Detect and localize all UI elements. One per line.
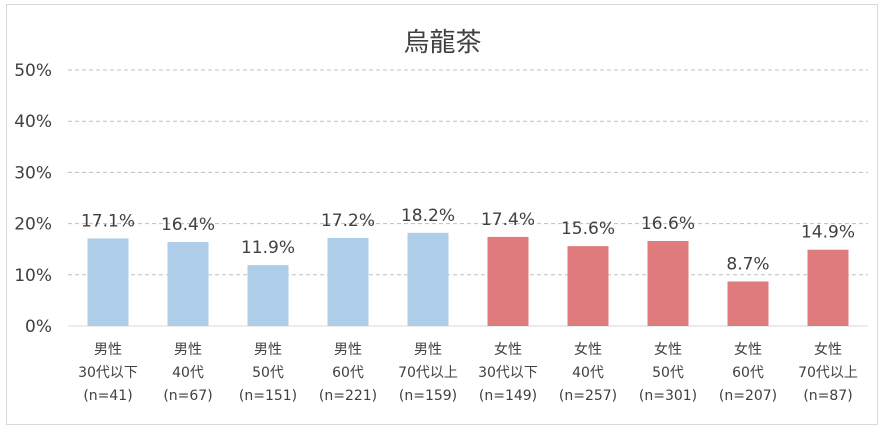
x-tick-label: 70代以上 xyxy=(398,365,458,381)
x-tick-label: (n=151) xyxy=(239,388,297,404)
y-tick-label: 20% xyxy=(14,215,52,235)
data-label: 16.4% xyxy=(161,215,215,235)
y-tick-label: 30% xyxy=(14,163,52,183)
data-label: 14.9% xyxy=(801,223,855,243)
x-tick-label: (n=87) xyxy=(803,388,852,404)
data-label: 16.6% xyxy=(641,214,695,234)
chart-title: 烏龍茶 xyxy=(403,28,482,58)
bar xyxy=(247,265,289,326)
bar xyxy=(727,281,769,326)
x-tick-label: (n=149) xyxy=(479,388,537,404)
x-tick-label: (n=207) xyxy=(719,388,777,404)
x-tick-label: (n=67) xyxy=(163,388,212,404)
bar xyxy=(487,236,529,326)
x-tick-label: 50代 xyxy=(652,365,684,381)
x-tick-label: 40代 xyxy=(172,365,204,381)
data-label: 17.1% xyxy=(81,211,135,231)
x-tick-label: 男性 xyxy=(414,342,442,358)
chart-frame xyxy=(6,4,878,425)
y-tick-label: 10% xyxy=(14,266,52,286)
x-tick-label: (n=41) xyxy=(83,388,132,404)
x-tick-label: 30代以下 xyxy=(78,365,138,381)
x-tick-label: 男性 xyxy=(254,342,282,358)
x-tick-label: (n=221) xyxy=(319,388,377,404)
bar xyxy=(567,246,609,326)
x-tick-label: 女性 xyxy=(734,341,762,358)
x-tick-label: 60代 xyxy=(332,365,364,381)
bar xyxy=(807,249,849,326)
y-tick-label: 50% xyxy=(14,61,52,81)
data-label: 11.9% xyxy=(241,238,295,258)
bar xyxy=(87,238,129,326)
x-tick-label: 40代 xyxy=(572,365,604,381)
bar xyxy=(327,237,369,326)
bar xyxy=(407,232,449,326)
x-tick-label: (n=301) xyxy=(639,388,697,404)
x-tick-label: (n=159) xyxy=(399,388,457,404)
x-tick-label: 60代 xyxy=(732,365,764,381)
y-tick-label: 0% xyxy=(25,317,52,337)
x-tick-label: 男性 xyxy=(174,342,202,358)
x-tick-label: 女性 xyxy=(574,341,602,358)
y-tick-label: 40% xyxy=(14,112,52,132)
data-label: 15.6% xyxy=(561,219,615,239)
bar xyxy=(647,241,689,326)
x-tick-label: 30代以下 xyxy=(478,365,538,381)
x-tick-label: 女性 xyxy=(494,341,522,358)
x-tick-label: 女性 xyxy=(654,341,682,358)
x-tick-label: 70代以上 xyxy=(798,365,858,381)
bar xyxy=(167,242,209,326)
x-tick-label: (n=257) xyxy=(559,388,617,404)
data-label: 17.2% xyxy=(321,211,375,231)
x-tick-label: 男性 xyxy=(94,342,122,358)
data-label: 8.7% xyxy=(726,254,769,274)
x-tick-label: 男性 xyxy=(334,342,362,358)
x-tick-label: 50代 xyxy=(252,365,284,381)
data-label: 17.4% xyxy=(481,210,535,230)
x-tick-label: 女性 xyxy=(814,341,842,358)
data-label: 18.2% xyxy=(401,206,455,226)
